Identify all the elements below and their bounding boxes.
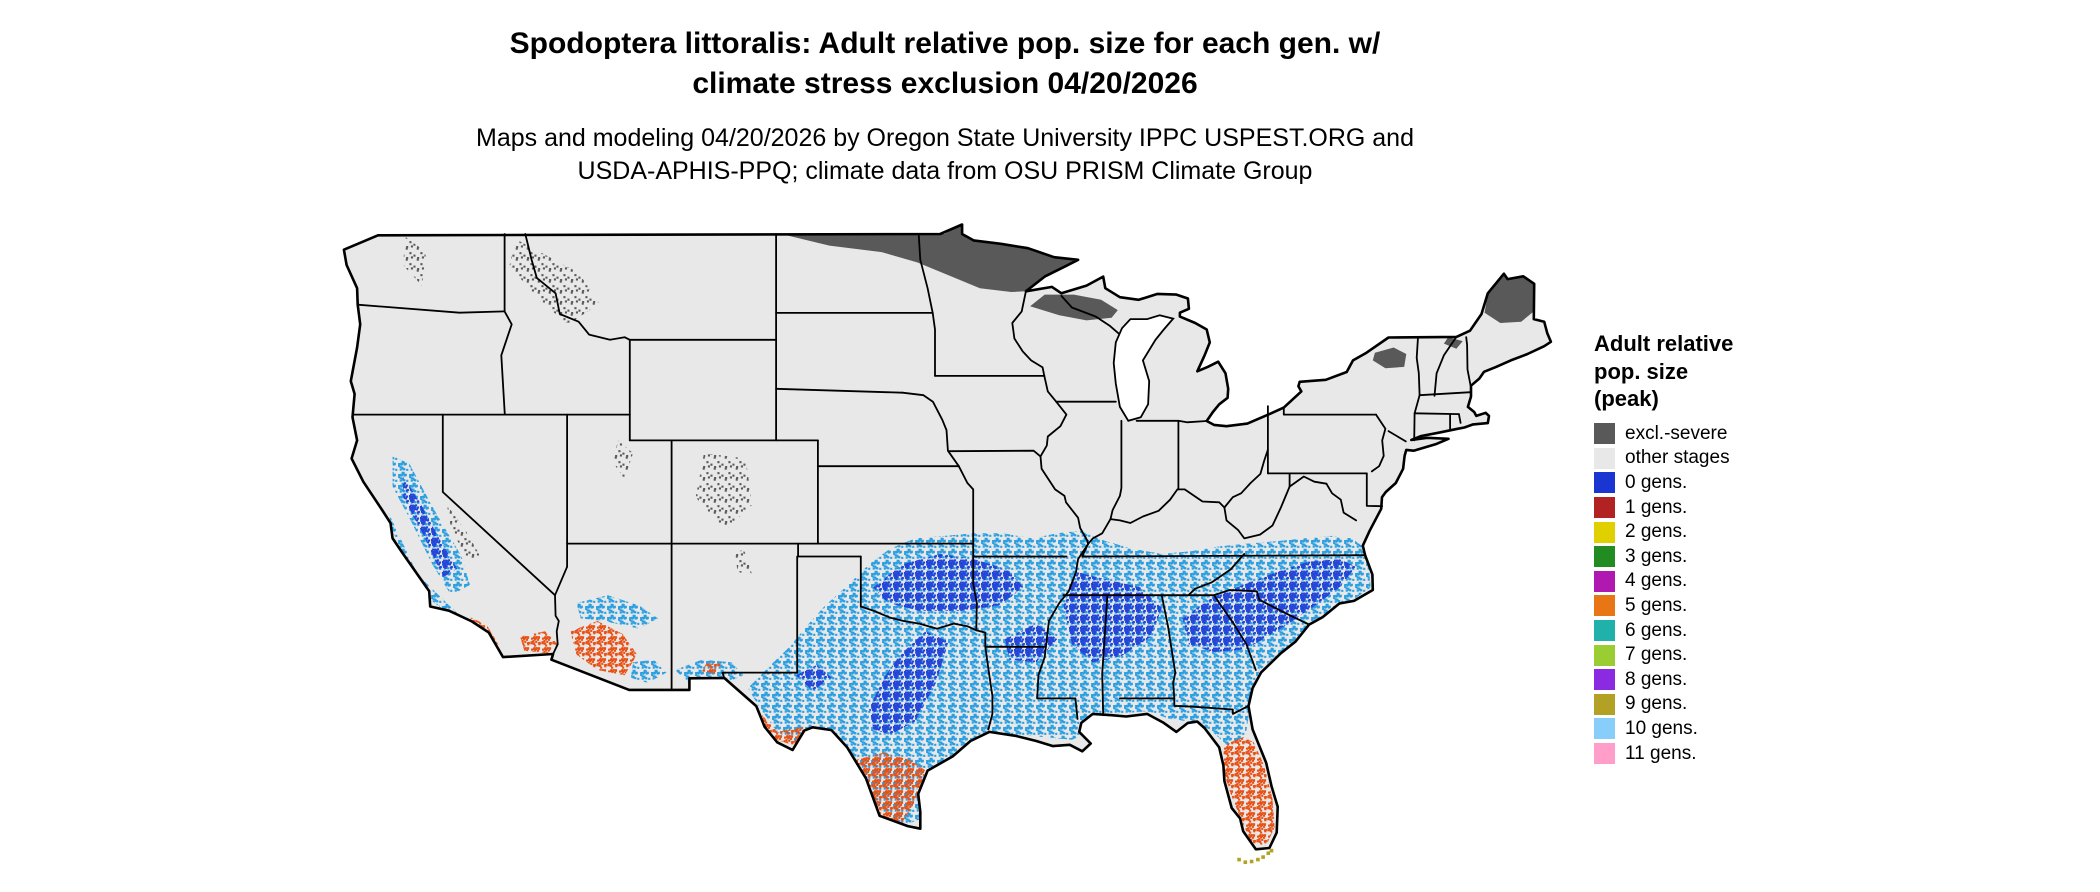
legend-item: 3 gens. [1594,544,1733,569]
overlay-blue-gens [873,553,1024,611]
legend-color-swatch [1594,644,1615,666]
legend-color-swatch [1594,497,1615,519]
overlay-blue-gens [403,476,458,578]
legend-item: 6 gens. [1594,618,1733,643]
overlay-mountain-specks [612,440,633,480]
legend-color-swatch [1594,743,1615,765]
overlay-mountain-specks [735,548,753,575]
legend-item-label: other stages [1625,447,1730,469]
legend-item-label: 10 gens. [1625,717,1698,739]
title-line-1: Spodoptera littoralis: Adult relative po… [509,27,1381,60]
overlay-mountain-specks [403,236,426,286]
legend-item: 11 gens. [1594,741,1733,766]
overlay-orange-gens [520,631,558,654]
overlay-orange-gens [1222,737,1275,846]
legend-title-line-1: Adult relative [1594,331,1734,356]
overlay-orange-gens [701,663,721,674]
legend-item: 2 gens. [1594,520,1733,545]
legend-item-label: 1 gens. [1625,496,1688,518]
overlay-mountain-specks [446,504,481,562]
overlay-excl-severe [1372,347,1407,369]
overlay-excl-severe [781,224,1079,292]
legend-item-label: 3 gens. [1625,545,1688,567]
overlay-lightblue-gens [576,595,658,629]
overlay-mountain-specks [695,453,753,531]
lake-michigan [1112,314,1175,422]
legend-item: 10 gens. [1594,717,1733,742]
legend-color-swatch [1594,546,1615,568]
subtitle-line-2: USDA-APHIS-PPQ; climate data from OSU PR… [577,156,1313,185]
figure-subtitle: Maps and modeling 04/20/2026 by Oregon S… [0,122,1890,187]
us-outline [342,223,1553,851]
overlay-orange-gens [854,752,926,823]
legend-color-swatch [1594,521,1615,543]
overlay-blue-gens [796,664,832,691]
legend-title-line-3: (peak) [1594,386,1659,411]
legend-item-label: 9 gens. [1625,693,1688,715]
legend-item-label: 2 gens. [1625,521,1688,543]
overlay-blue-gens [1005,623,1058,663]
legend-title-line-2: pop. size [1594,358,1689,384]
legend-item: 8 gens. [1594,667,1733,692]
legend-item: 0 gens. [1594,471,1733,496]
legend-item: 5 gens. [1594,594,1733,619]
legend-color-swatch [1594,620,1615,642]
legend-color-swatch [1594,693,1615,715]
us-map [342,223,1553,864]
legend-item: 4 gens. [1594,569,1733,594]
legend-item: 1 gens. [1594,495,1733,520]
subtitle-line-1: Maps and modeling 04/20/2026 by Oregon S… [476,124,1414,152]
legend-item-label: 8 gens. [1625,668,1688,690]
overlay-blue-gens [869,631,949,735]
overlay-florida-keys [1237,848,1274,864]
overlay-excl-severe [1484,273,1534,323]
overlay-orange-gens [570,621,638,676]
legend-items: excl.-severe other stages 0 gens. 1 gens. 2 … [1594,422,1733,766]
legend-item-label: excl.-severe [1625,422,1728,444]
legend-item: other stages [1594,446,1733,471]
state-borders [352,233,1472,731]
legend-item-label: 5 gens. [1625,594,1688,616]
overlay-lightblue-gens [630,659,667,683]
title-line-2: climate stress exclusion 04/20/2026 [692,66,1198,100]
legend-color-swatch [1594,423,1615,445]
map-overlays [388,224,1534,846]
legend-item: 9 gens. [1594,692,1733,717]
legend: Adult relative pop. size (peak) excl.-se… [1594,330,1733,766]
legend-title: Adult relative pop. size (peak) [1594,330,1733,413]
legend-color-swatch [1594,472,1615,494]
legend-item-label: 11 gens. [1625,742,1697,764]
figure-title: Spodoptera littoralis: Adult relative po… [0,24,1890,104]
legend-item: excl.-severe [1594,422,1733,447]
legend-color-swatch [1594,447,1615,469]
legend-item-label: 7 gens. [1625,644,1688,666]
legend-item-label: 4 gens. [1625,570,1688,592]
legend-color-swatch [1594,570,1615,592]
legend-color-swatch [1594,595,1615,617]
legend-color-swatch [1594,718,1615,740]
legend-item-label: 6 gens. [1625,619,1688,641]
legend-color-swatch [1594,669,1615,691]
legend-item-label: 0 gens. [1625,471,1688,493]
legend-item: 7 gens. [1594,643,1733,668]
